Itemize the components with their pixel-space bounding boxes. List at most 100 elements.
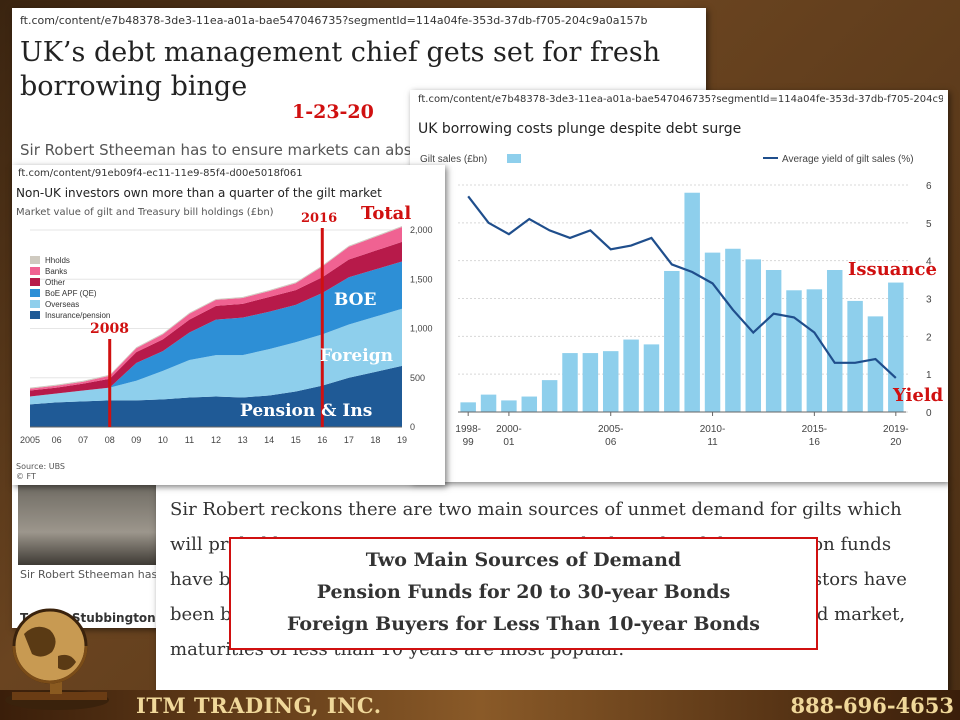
foreign-label: Foreign bbox=[320, 346, 393, 366]
x-tick-label: 14 bbox=[264, 435, 274, 445]
gilt-sales-bar bbox=[582, 353, 599, 412]
y-tick-label: 2,000 bbox=[410, 225, 433, 235]
x-tick-label: 2005 bbox=[20, 435, 40, 445]
x-tick-label: 07 bbox=[78, 435, 88, 445]
x-tick-label: 13 bbox=[238, 435, 248, 445]
area-banks bbox=[30, 227, 402, 391]
x-tick-label: 16 bbox=[317, 435, 327, 445]
marker-2008-label: 2008 bbox=[90, 321, 129, 337]
x-tick-label: 10 bbox=[158, 435, 168, 445]
article1-url[interactable]: ft.com/content/e7b48378-3de3-11ea-a01a-b… bbox=[20, 14, 648, 27]
article1-headline: UK’s debt management chief gets set for … bbox=[20, 37, 661, 102]
x-tick-label: 2019- bbox=[883, 424, 909, 435]
x-tick-label: 19 bbox=[397, 435, 407, 445]
article-photo bbox=[18, 483, 156, 565]
x-tick-label: 11 bbox=[707, 437, 718, 448]
callout-line-2: Pension Funds for 20 to 30-year Bonds bbox=[316, 581, 731, 603]
x-tick-label: 18 bbox=[370, 435, 380, 445]
legend-label-bars: Gilt sales (£bn) bbox=[420, 154, 487, 165]
area-overseas bbox=[30, 308, 402, 405]
yield-line bbox=[467, 195, 897, 379]
pension-label: Pension & Ins bbox=[240, 401, 373, 421]
callout-line-1: Two Main Sources of Demand bbox=[365, 549, 682, 571]
gilt-sales-bar bbox=[602, 351, 619, 412]
gilt-sales-bar bbox=[725, 248, 741, 412]
legend-label: BoE APF (QE) bbox=[45, 289, 97, 298]
callout-box: Two Main Sources of Demand Pension Funds… bbox=[229, 537, 818, 650]
gilt-sales-bar bbox=[684, 192, 700, 412]
y-tick-label: 500 bbox=[410, 373, 425, 383]
x-tick-label: 1998- bbox=[455, 424, 481, 435]
x-tick-label: 01 bbox=[503, 437, 515, 448]
chart1-url[interactable]: ft.com/content/91eb09f4-ec11-11e9-85f4-d… bbox=[18, 168, 303, 179]
x-tick-label: 16 bbox=[809, 437, 821, 448]
legend-label-line: Average yield of gilt sales (%) bbox=[782, 154, 914, 165]
gilt-sales-bar bbox=[664, 270, 680, 412]
callout-line-3: Foreign Buyers for Less Than 10-year Bon… bbox=[286, 613, 760, 635]
chart1-source: Source: UBS bbox=[16, 462, 65, 471]
gilt-sales-bar bbox=[806, 289, 823, 412]
gilt-sales-bar bbox=[704, 252, 721, 412]
gilt-sales-bar bbox=[521, 396, 538, 412]
boe-label: BOE bbox=[334, 290, 377, 310]
x-tick-label: 08 bbox=[105, 435, 115, 445]
x-tick-label: 20 bbox=[890, 437, 902, 448]
legend-label: Overseas bbox=[45, 300, 79, 309]
gilt-sales-bar bbox=[541, 380, 558, 412]
article1-date: 1-23-20 bbox=[292, 101, 374, 123]
article1-caption: Sir Robert Stheeman has b bbox=[20, 568, 168, 581]
chart2-title: UK borrowing costs plunge despite debt s… bbox=[418, 121, 742, 137]
gilt-sales-bar bbox=[847, 300, 863, 412]
chart2-url[interactable]: ft.com/content/e7b48378-3de3-11ea-a01a-b… bbox=[418, 94, 943, 105]
issuance-label: Issuance bbox=[848, 259, 937, 280]
gilt-sales-bar bbox=[786, 290, 802, 412]
y-tick-label: 1,000 bbox=[410, 324, 433, 334]
chart1-copyright: © FT bbox=[16, 472, 36, 481]
x-tick-label: 2015- bbox=[802, 424, 828, 435]
chart1-svg: 0 500 1,000 1,500 2,000 2005 06 07 08 09 10 11 12 13 1… bbox=[20, 225, 433, 445]
y-right-tick-label: 5 bbox=[926, 219, 932, 230]
x-tick-label: 09 bbox=[131, 435, 141, 445]
x-tick-label: 06 bbox=[605, 437, 617, 448]
y-right-tick-label: 0 bbox=[926, 408, 932, 419]
y-right-tick-label: 4 bbox=[926, 257, 932, 268]
gilt-sales-bar bbox=[501, 400, 517, 412]
gilt-sales-bar bbox=[643, 344, 660, 412]
legend-label: Hholds bbox=[45, 256, 70, 265]
y-tick-label: 0 bbox=[410, 422, 415, 432]
chart1-title: Non-UK investors own more than a quarter… bbox=[16, 186, 382, 200]
article1-standfirst: Sir Robert Stheeman has to ensure market… bbox=[20, 141, 421, 159]
gilt-sales-bar bbox=[826, 270, 843, 412]
legend-swatch bbox=[30, 278, 40, 286]
x-tick-label: 11 bbox=[185, 435, 194, 445]
legend-swatch bbox=[30, 289, 40, 297]
footer-company: ITM TRADING, INC. bbox=[136, 693, 382, 718]
gilt-sales-bar bbox=[867, 316, 884, 412]
total-label: Total bbox=[361, 203, 412, 224]
legend-label: Other bbox=[45, 278, 65, 287]
marker-2016-label: 2016 bbox=[301, 211, 338, 226]
chart2-svg: Gilt sales (£bn) Average yield of gilt sa… bbox=[420, 154, 932, 466]
x-tick-label: 99 bbox=[463, 437, 475, 448]
legend-swatch bbox=[30, 256, 40, 264]
globe-logo-icon bbox=[2, 604, 122, 714]
gilt-sales-bar bbox=[562, 353, 578, 412]
footer-bar bbox=[0, 690, 960, 720]
gilt-sales-bar bbox=[745, 259, 762, 412]
yield-label: Yield bbox=[893, 385, 944, 406]
footer-phone: 888-696-4653 bbox=[790, 693, 954, 718]
y-right-tick-label: 2 bbox=[926, 332, 932, 343]
x-tick-label: 2005- bbox=[598, 424, 624, 435]
x-tick-label: 12 bbox=[211, 435, 221, 445]
area-other bbox=[30, 241, 402, 397]
gilt-sales-bar bbox=[460, 402, 476, 412]
legend-swatch bbox=[30, 311, 40, 319]
gilt-sales-bar bbox=[765, 270, 782, 412]
legend-swatch-bars bbox=[507, 154, 521, 163]
gilt-sales-bar bbox=[480, 394, 497, 412]
x-tick-label: 15 bbox=[291, 435, 301, 445]
y-right-tick-label: 6 bbox=[926, 181, 932, 192]
x-tick-label: 06 bbox=[52, 435, 62, 445]
chart1-panel: ft.com/content/91eb09f4-ec11-11e9-85f4-d… bbox=[12, 165, 445, 485]
gilt-sales-bar bbox=[623, 339, 639, 412]
